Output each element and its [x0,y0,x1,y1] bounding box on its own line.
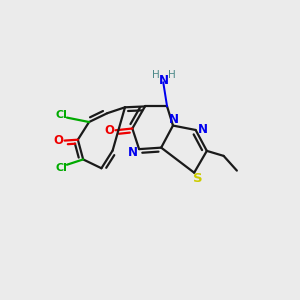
Text: N: N [198,124,208,136]
Text: Cl: Cl [56,110,68,120]
Text: N: N [159,74,169,87]
Text: O: O [54,134,64,147]
Text: S: S [193,172,203,185]
Text: O: O [105,124,115,137]
Text: H: H [168,70,176,80]
Text: H: H [152,70,160,80]
Text: N: N [128,146,138,159]
Text: N: N [169,112,179,126]
Text: Cl: Cl [56,163,68,173]
